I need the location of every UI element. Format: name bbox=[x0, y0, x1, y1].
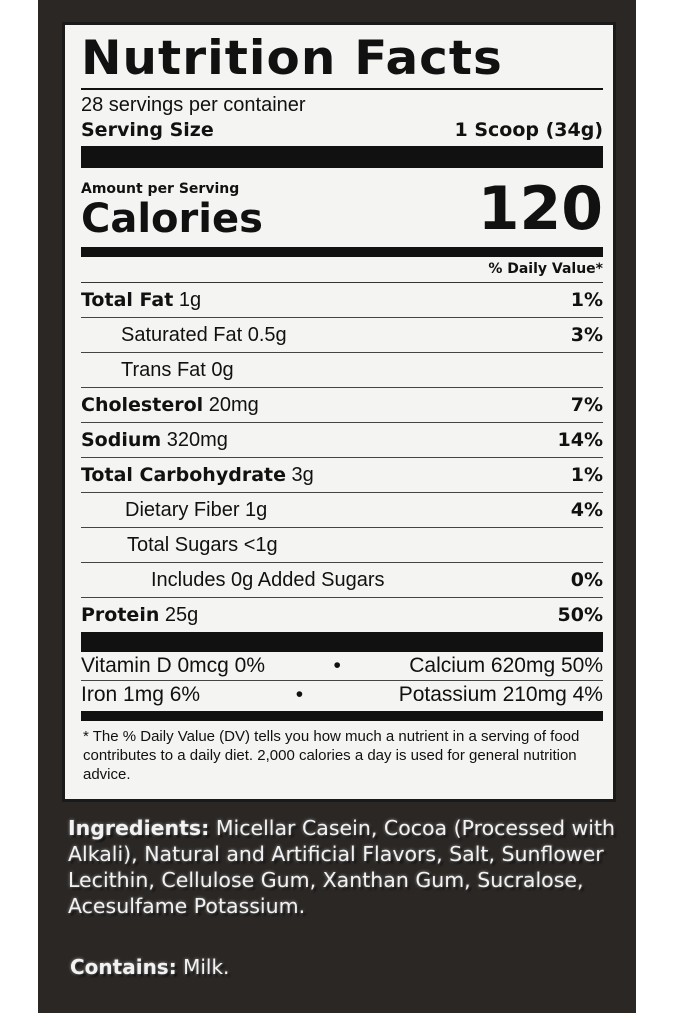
calories-row: Calories 120 bbox=[81, 179, 603, 242]
nutrient-name: Includes 0g Added Sugars bbox=[151, 568, 385, 591]
nutrient-name: Total Sugars bbox=[127, 533, 239, 556]
vitamin-row: Iron 1mg 6% • Potassium 210mg 4% bbox=[81, 681, 603, 709]
potassium: Potassium 210mg 4% bbox=[398, 683, 603, 706]
divider bbox=[81, 88, 603, 90]
nutrient-row-sodium: Sodium 320mg 14% bbox=[81, 423, 603, 458]
nutrient-row-saturated-fat: Saturated Fat 0.5g 3% bbox=[81, 318, 603, 353]
nutrient-dv: 1% bbox=[570, 464, 603, 486]
nutrient-amount: 320mg bbox=[166, 428, 228, 451]
nutrient-name: Trans Fat bbox=[121, 358, 206, 381]
nutrient-row-trans-fat: Trans Fat 0g bbox=[81, 353, 603, 388]
nutrient-amount: 3g bbox=[291, 463, 314, 486]
nutrient-amount: <1g bbox=[243, 533, 278, 556]
bullet: • bbox=[333, 654, 341, 677]
allergen-statement: Contains: Milk. bbox=[70, 955, 229, 979]
nutrient-row-total-carbohydrate: Total Carbohydrate 3g 1% bbox=[81, 458, 603, 493]
ingredients-text: Micellar Casein, Cocoa (Processed with A… bbox=[68, 816, 616, 918]
vitamin-row: Vitamin D 0mcg 0% • Calcium 620mg 50% bbox=[81, 652, 603, 681]
nutrient-row-cholesterol: Cholesterol 20mg 7% bbox=[81, 388, 603, 423]
nutrient-dv: 50% bbox=[557, 604, 603, 626]
nutrient-row-total-fat: Total Fat 1g 1% bbox=[81, 283, 603, 318]
nutrient-name: Total Fat bbox=[81, 288, 174, 311]
vitamin-d: Vitamin D 0mcg 0% bbox=[81, 654, 266, 677]
contains-text: Milk. bbox=[176, 955, 230, 979]
serving-size-label: Serving Size bbox=[81, 119, 214, 141]
nutrient-name: Cholesterol bbox=[81, 393, 204, 416]
nutrient-dv: 0% bbox=[570, 569, 603, 591]
nutrient-amount: 0g bbox=[211, 358, 234, 381]
servings-per-container: 28 servings per container bbox=[81, 94, 306, 116]
nutrient-amount: 20mg bbox=[208, 393, 259, 416]
calories-label: Calories bbox=[81, 196, 263, 242]
calories-value: 120 bbox=[477, 174, 603, 244]
nutrient-amount: 0.5g bbox=[247, 323, 287, 346]
nutrient-name: Total Carbohydrate bbox=[81, 463, 286, 486]
amount-per-serving: Amount per Serving bbox=[81, 181, 240, 197]
thick-divider bbox=[81, 146, 603, 168]
nutrient-row-total-sugars: Total Sugars <1g bbox=[81, 528, 603, 563]
serving-size-row: Serving Size 1 Scoop (34g) bbox=[81, 119, 603, 141]
daily-value-header: % Daily Value* bbox=[81, 257, 603, 283]
daily-value-footnote: * The % Daily Value (DV) tells you how m… bbox=[83, 728, 580, 783]
ingredients-statement: Ingredients: Micellar Casein, Cocoa (Pro… bbox=[68, 815, 628, 919]
ingredients-label: Ingredients: bbox=[68, 816, 210, 840]
nutrient-amount: 1g bbox=[245, 498, 268, 521]
medium-divider bbox=[81, 711, 603, 721]
nutrient-row-dietary-fiber: Dietary Fiber 1g 4% bbox=[81, 493, 603, 528]
panel-title: Nutrition Facts bbox=[81, 31, 503, 86]
nutrient-amount: 25g bbox=[164, 603, 199, 626]
nutrient-dv: 4% bbox=[570, 499, 603, 521]
iron: Iron 1mg 6% bbox=[81, 683, 201, 706]
nutrient-dv: 3% bbox=[570, 324, 603, 346]
contains-label: Contains: bbox=[70, 955, 177, 979]
nutrient-name: Protein bbox=[81, 603, 160, 626]
serving-size-value: 1 Scoop (34g) bbox=[454, 119, 603, 141]
nutrient-name: Dietary Fiber bbox=[125, 498, 240, 521]
nutrient-dv: 14% bbox=[557, 429, 603, 451]
nutrient-amount: 1g bbox=[178, 288, 202, 311]
medium-divider bbox=[81, 247, 603, 257]
nutrient-dv: 7% bbox=[570, 394, 603, 416]
nutrient-row-protein: Protein 25g 50% bbox=[81, 598, 603, 632]
nutrition-facts-panel: Nutrition Facts 28 servings per containe… bbox=[62, 22, 616, 802]
bullet: • bbox=[295, 683, 304, 706]
thick-divider bbox=[81, 632, 603, 652]
calcium: Calcium 620mg 50% bbox=[409, 654, 603, 677]
nutrient-dv: 1% bbox=[570, 289, 603, 311]
nutrient-name: Saturated Fat bbox=[121, 323, 243, 346]
nutrient-name: Sodium bbox=[81, 428, 162, 451]
nutrient-row-added-sugars: Includes 0g Added Sugars 0% bbox=[81, 563, 603, 598]
